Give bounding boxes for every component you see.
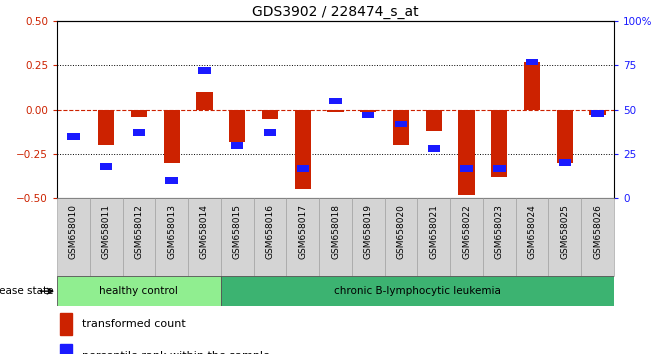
Text: GSM658022: GSM658022: [462, 205, 471, 259]
FancyBboxPatch shape: [90, 198, 123, 276]
Bar: [131, 110, 147, 117]
Bar: [166, 177, 178, 184]
Bar: [295, 110, 311, 189]
Bar: [458, 110, 475, 195]
FancyBboxPatch shape: [123, 198, 155, 276]
Bar: [100, 163, 113, 170]
Bar: [262, 110, 278, 119]
Text: healthy control: healthy control: [99, 286, 178, 296]
FancyBboxPatch shape: [319, 198, 352, 276]
Bar: [67, 133, 80, 140]
Bar: [427, 145, 440, 152]
Bar: [589, 110, 606, 115]
Text: GSM658015: GSM658015: [233, 205, 242, 259]
Bar: [360, 110, 376, 112]
FancyBboxPatch shape: [221, 276, 614, 306]
Bar: [198, 67, 211, 74]
Bar: [460, 165, 473, 172]
Text: GSM658023: GSM658023: [495, 205, 504, 259]
FancyBboxPatch shape: [352, 198, 384, 276]
FancyBboxPatch shape: [450, 198, 483, 276]
FancyBboxPatch shape: [384, 198, 417, 276]
Bar: [327, 110, 344, 112]
Bar: [197, 92, 213, 110]
Bar: [558, 159, 571, 166]
FancyBboxPatch shape: [581, 198, 614, 276]
Text: GSM658020: GSM658020: [397, 205, 405, 259]
Bar: [60, 344, 72, 354]
FancyBboxPatch shape: [287, 198, 319, 276]
Bar: [557, 110, 573, 163]
Bar: [264, 130, 276, 136]
Bar: [591, 110, 604, 117]
Bar: [98, 110, 114, 145]
Text: disease state: disease state: [0, 286, 54, 296]
FancyBboxPatch shape: [155, 198, 188, 276]
Bar: [329, 97, 342, 104]
Text: GSM658011: GSM658011: [102, 205, 111, 259]
FancyBboxPatch shape: [57, 276, 221, 306]
Text: GSM658013: GSM658013: [167, 205, 176, 259]
FancyBboxPatch shape: [516, 198, 548, 276]
Text: percentile rank within the sample: percentile rank within the sample: [82, 351, 270, 354]
FancyBboxPatch shape: [254, 198, 287, 276]
Bar: [133, 130, 145, 136]
FancyBboxPatch shape: [57, 198, 90, 276]
Text: GSM658014: GSM658014: [200, 205, 209, 259]
Text: GSM658018: GSM658018: [331, 205, 340, 259]
Bar: [393, 110, 409, 145]
Bar: [491, 110, 507, 177]
Bar: [231, 142, 244, 149]
Bar: [493, 165, 505, 172]
Title: GDS3902 / 228474_s_at: GDS3902 / 228474_s_at: [252, 5, 419, 19]
Text: GSM658025: GSM658025: [560, 205, 569, 259]
Bar: [526, 58, 538, 65]
Bar: [425, 110, 442, 131]
Text: GSM658016: GSM658016: [266, 205, 274, 259]
Bar: [60, 313, 72, 335]
Text: GSM658012: GSM658012: [134, 205, 144, 259]
Text: GSM658017: GSM658017: [298, 205, 307, 259]
Bar: [362, 112, 374, 118]
Text: GSM658019: GSM658019: [364, 205, 373, 259]
Bar: [229, 110, 246, 142]
FancyBboxPatch shape: [417, 198, 450, 276]
Text: GSM658024: GSM658024: [527, 205, 537, 259]
Bar: [524, 62, 540, 110]
Text: GSM658021: GSM658021: [429, 205, 438, 259]
FancyBboxPatch shape: [188, 198, 221, 276]
Text: GSM658010: GSM658010: [69, 205, 78, 259]
Text: GSM658026: GSM658026: [593, 205, 602, 259]
Bar: [395, 120, 407, 127]
Text: chronic B-lymphocytic leukemia: chronic B-lymphocytic leukemia: [334, 286, 501, 296]
FancyBboxPatch shape: [548, 198, 581, 276]
Text: transformed count: transformed count: [82, 319, 185, 329]
FancyBboxPatch shape: [221, 198, 254, 276]
Bar: [297, 165, 309, 172]
Bar: [164, 110, 180, 163]
FancyBboxPatch shape: [483, 198, 516, 276]
